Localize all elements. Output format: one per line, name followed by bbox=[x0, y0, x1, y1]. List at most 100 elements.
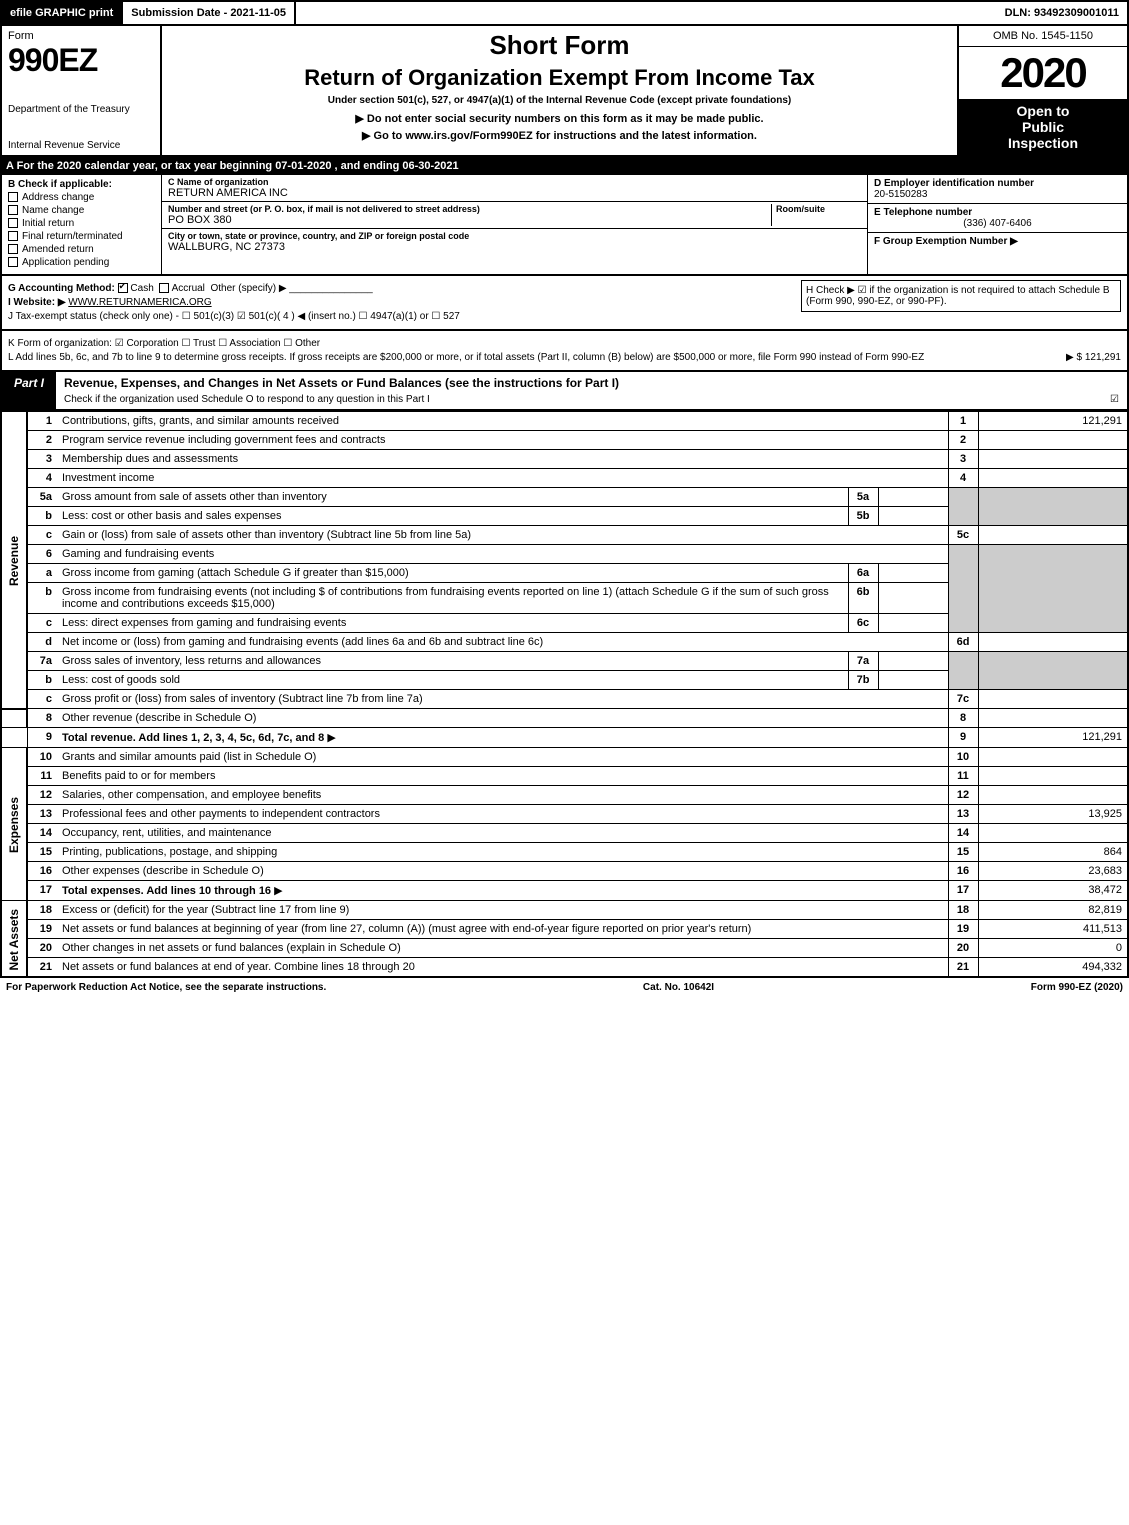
l17-amt: 38,472 bbox=[978, 881, 1128, 901]
l6c-sl: 6c bbox=[848, 614, 878, 633]
l10-ln: 10 bbox=[948, 748, 978, 767]
topbar-spacer bbox=[296, 2, 997, 24]
l7a-sv bbox=[878, 652, 948, 671]
checkbox-application-pending[interactable] bbox=[8, 257, 18, 267]
l16-desc: Other expenses (describe in Schedule O) bbox=[57, 862, 948, 881]
l5c-ln: 5c bbox=[948, 526, 978, 545]
c-value: RETURN AMERICA INC bbox=[168, 187, 861, 199]
footer-mid: Cat. No. 10642I bbox=[643, 982, 714, 993]
l19-desc: Net assets or fund balances at beginning… bbox=[57, 920, 948, 939]
l6b-num: b bbox=[27, 583, 57, 614]
l7b-num: b bbox=[27, 671, 57, 690]
l1-desc: Contributions, gifts, grants, and simila… bbox=[57, 412, 948, 431]
footer-left: For Paperwork Reduction Act Notice, see … bbox=[6, 982, 326, 993]
l6b-desc: Gross income from fundraising events (no… bbox=[57, 583, 848, 614]
open-line2: Public bbox=[961, 119, 1125, 135]
e-value: (336) 407-6406 bbox=[874, 218, 1121, 229]
l7c-num: c bbox=[27, 690, 57, 709]
public-notice: ▶ Do not enter social security numbers o… bbox=[170, 112, 949, 125]
street-label: Number and street (or P. O. box, if mail… bbox=[168, 204, 771, 214]
i-value[interactable]: WWW.RETURNAMERICA.ORG bbox=[68, 297, 211, 308]
l6b-sv bbox=[878, 583, 948, 614]
l13-num: 13 bbox=[27, 805, 57, 824]
l6a-sv bbox=[878, 564, 948, 583]
vtab-expenses: Expenses bbox=[1, 748, 27, 901]
l9-num: 9 bbox=[27, 728, 57, 748]
part1-header: Part I Revenue, Expenses, and Changes in… bbox=[0, 372, 1129, 411]
l10-desc: Grants and similar amounts paid (list in… bbox=[57, 748, 948, 767]
l17-num: 17 bbox=[27, 881, 57, 901]
checkbox-name-change[interactable] bbox=[8, 205, 18, 215]
l6a-num: a bbox=[27, 564, 57, 583]
l16-num: 16 bbox=[27, 862, 57, 881]
l7a-sl: 7a bbox=[848, 652, 878, 671]
l9-desc: Total revenue. Add lines 1, 2, 3, 4, 5c,… bbox=[62, 732, 324, 744]
checkbox-cash[interactable] bbox=[118, 283, 128, 293]
part1-title: Revenue, Expenses, and Changes in Net As… bbox=[56, 372, 1127, 394]
l20-num: 20 bbox=[27, 939, 57, 958]
l14-amt bbox=[978, 824, 1128, 843]
efile-print-button[interactable]: efile GRAPHIC print bbox=[2, 2, 123, 24]
l5a-sl: 5a bbox=[848, 488, 878, 507]
l5b-sl: 5b bbox=[848, 507, 878, 526]
checkbox-accrual[interactable] bbox=[159, 283, 169, 293]
street-value: PO BOX 380 bbox=[168, 214, 771, 226]
l6-ln-gray bbox=[948, 545, 978, 633]
opt-final-return: Final return/terminated bbox=[22, 231, 123, 242]
checkbox-amended-return[interactable] bbox=[8, 244, 18, 254]
g-label: G Accounting Method: bbox=[8, 283, 115, 294]
l12-amt bbox=[978, 786, 1128, 805]
l18-amt: 82,819 bbox=[978, 901, 1128, 920]
l3-desc: Membership dues and assessments bbox=[57, 450, 948, 469]
submission-date-button[interactable]: Submission Date - 2021-11-05 bbox=[123, 2, 296, 24]
l21-amt: 494,332 bbox=[978, 958, 1128, 978]
l2-desc: Program service revenue including govern… bbox=[57, 431, 948, 450]
city-value: WALLBURG, NC 27373 bbox=[168, 241, 861, 253]
l5a-sv bbox=[878, 488, 948, 507]
l6-amt-gray bbox=[978, 545, 1128, 633]
checkbox-address-change[interactable] bbox=[8, 192, 18, 202]
l1-amt: 121,291 bbox=[978, 412, 1128, 431]
form-number: 990EZ bbox=[8, 42, 154, 79]
l5b-num: b bbox=[27, 507, 57, 526]
i-label: I Website: ▶ bbox=[8, 297, 66, 308]
l21-desc: Net assets or fund balances at end of ye… bbox=[57, 958, 948, 978]
l1-num: 1 bbox=[27, 412, 57, 431]
l15-desc: Printing, publications, postage, and shi… bbox=[57, 843, 948, 862]
g-cash: Cash bbox=[130, 283, 153, 294]
checkbox-final-return[interactable] bbox=[8, 231, 18, 241]
checkbox-initial-return[interactable] bbox=[8, 218, 18, 228]
l14-num: 14 bbox=[27, 824, 57, 843]
goto-link[interactable]: ▶ Go to www.irs.gov/Form990EZ for instru… bbox=[170, 129, 949, 142]
l3-ln: 3 bbox=[948, 450, 978, 469]
l21-ln: 21 bbox=[948, 958, 978, 978]
opt-amended-return: Amended return bbox=[22, 244, 94, 255]
opt-application-pending: Application pending bbox=[22, 257, 109, 268]
l-amount: ▶ $ 121,291 bbox=[1066, 352, 1121, 363]
l21-num: 21 bbox=[27, 958, 57, 978]
opt-name-change: Name change bbox=[22, 205, 84, 216]
l9-ln: 9 bbox=[948, 728, 978, 748]
open-line1: Open to bbox=[961, 103, 1125, 119]
open-line3: Inspection bbox=[961, 135, 1125, 151]
header-right: OMB No. 1545-1150 2020 Open to Public In… bbox=[957, 26, 1127, 155]
l20-ln: 20 bbox=[948, 939, 978, 958]
h-box: H Check ▶ ☑ if the organization is not r… bbox=[801, 280, 1121, 312]
l6-num: 6 bbox=[27, 545, 57, 564]
l13-desc: Professional fees and other payments to … bbox=[57, 805, 948, 824]
l13-amt: 13,925 bbox=[978, 805, 1128, 824]
header-center: Short Form Return of Organization Exempt… bbox=[162, 26, 957, 155]
dln-label: DLN: 93492309001011 bbox=[997, 2, 1127, 24]
l12-num: 12 bbox=[27, 786, 57, 805]
f-label: F Group Exemption Number ▶ bbox=[874, 236, 1121, 247]
e-label: E Telephone number bbox=[874, 207, 1121, 218]
l3-num: 3 bbox=[27, 450, 57, 469]
l20-amt: 0 bbox=[978, 939, 1128, 958]
l6d-ln: 6d bbox=[948, 633, 978, 652]
city-label: City or town, state or province, country… bbox=[168, 231, 861, 241]
l11-num: 11 bbox=[27, 767, 57, 786]
l1-ln: 1 bbox=[948, 412, 978, 431]
open-to-public: Open to Public Inspection bbox=[959, 99, 1127, 155]
l4-desc: Investment income bbox=[57, 469, 948, 488]
l6c-sv bbox=[878, 614, 948, 633]
